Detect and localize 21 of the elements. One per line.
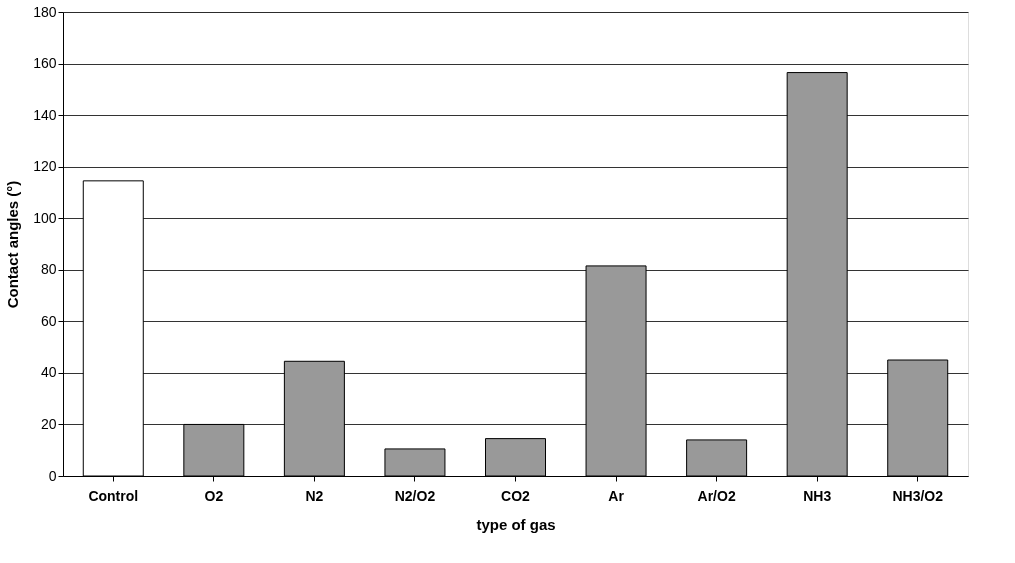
x-axis-title: type of gas [476,515,556,533]
x-tick-label: CO2 [501,487,531,504]
x-tick-label: N2/O2 [394,487,436,504]
y-tick-label: 60 [40,312,57,329]
y-tick-label: 20 [40,415,57,432]
x-tick-label: N2 [305,487,324,504]
y-tick-label: 160 [33,55,57,72]
y-tick-label: 180 [33,3,57,20]
y-axis-title: Contact angles (°) [4,180,22,309]
y-tick-label: 120 [33,158,57,175]
x-tick-label: Ar [608,487,625,504]
y-tick-label: 80 [40,261,57,278]
y-tick-label: 140 [33,106,57,123]
y-tick-label: 0 [48,467,57,484]
x-tick-label: O2 [204,487,224,504]
y-tick-label: 100 [33,209,57,226]
x-tick-label: NH3/O2 [892,487,944,504]
x-tick-label: Ar/O2 [697,487,736,504]
y-tick-label: 40 [40,364,57,381]
x-tick-label: NH3 [803,487,832,504]
x-tick-label: Control [88,487,139,504]
